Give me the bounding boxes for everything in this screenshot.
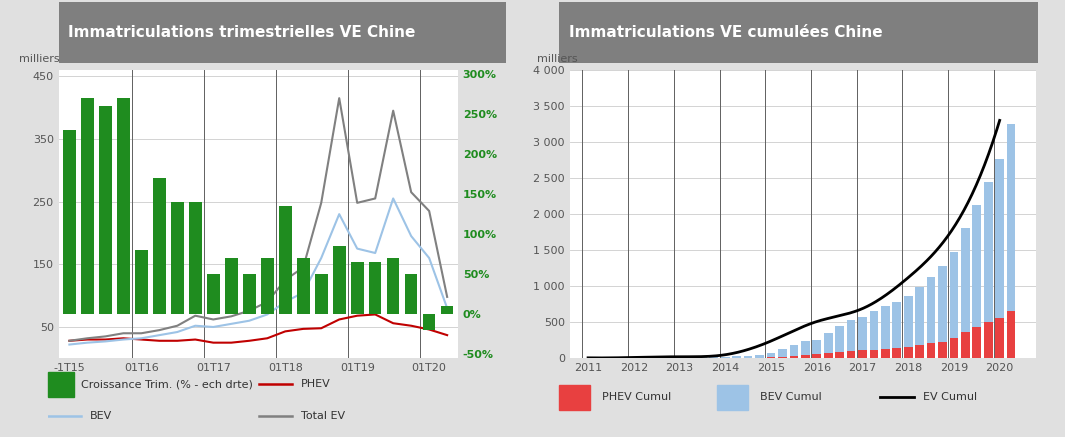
Bar bbox=[135, 250, 148, 314]
Bar bbox=[972, 205, 981, 327]
Bar bbox=[767, 353, 775, 357]
Bar bbox=[938, 266, 947, 342]
Bar bbox=[779, 349, 787, 357]
Bar bbox=[779, 357, 787, 358]
Bar bbox=[904, 347, 913, 358]
Text: milliers: milliers bbox=[537, 54, 577, 64]
Text: Croissance Trim. (% - ech drte): Croissance Trim. (% - ech drte) bbox=[81, 379, 252, 389]
Bar bbox=[835, 326, 843, 352]
Bar bbox=[915, 287, 924, 345]
Bar bbox=[984, 323, 993, 358]
Bar bbox=[261, 258, 274, 314]
Bar bbox=[767, 357, 775, 358]
Bar bbox=[315, 274, 328, 314]
Bar bbox=[153, 178, 166, 314]
Bar bbox=[687, 357, 695, 358]
Bar bbox=[858, 350, 867, 358]
Bar bbox=[847, 351, 855, 358]
Bar bbox=[938, 342, 947, 358]
Bar bbox=[207, 274, 219, 314]
Text: PHEV: PHEV bbox=[301, 379, 331, 389]
Bar bbox=[813, 340, 821, 354]
Bar bbox=[950, 338, 958, 358]
Text: BEV Cumul: BEV Cumul bbox=[760, 392, 822, 402]
Bar bbox=[824, 353, 833, 358]
Bar bbox=[48, 371, 73, 397]
Bar bbox=[847, 320, 855, 351]
Bar bbox=[405, 274, 417, 314]
Bar bbox=[961, 333, 970, 358]
Bar bbox=[243, 274, 256, 314]
Bar bbox=[789, 356, 798, 358]
Bar bbox=[423, 314, 436, 330]
Bar bbox=[927, 277, 935, 343]
Bar bbox=[972, 327, 981, 358]
Bar bbox=[1006, 124, 1015, 312]
Bar bbox=[927, 343, 935, 358]
Text: EV Cumul: EV Cumul bbox=[923, 392, 978, 402]
Text: milliers: milliers bbox=[19, 54, 60, 64]
Bar bbox=[984, 182, 993, 323]
Text: Immatriculations VE cumulées Chine: Immatriculations VE cumulées Chine bbox=[569, 25, 882, 40]
Bar bbox=[368, 262, 381, 314]
Bar bbox=[99, 106, 112, 314]
Text: PHEV Cumul: PHEV Cumul bbox=[603, 392, 672, 402]
Bar bbox=[996, 160, 1004, 318]
Bar bbox=[350, 262, 363, 314]
Bar bbox=[869, 350, 879, 358]
Bar bbox=[755, 355, 764, 358]
Bar bbox=[892, 348, 901, 358]
Bar bbox=[813, 354, 821, 358]
Bar bbox=[698, 357, 707, 358]
Bar bbox=[892, 302, 901, 348]
Bar bbox=[915, 345, 924, 358]
Bar bbox=[858, 317, 867, 350]
Text: BEV: BEV bbox=[91, 411, 112, 420]
Bar bbox=[718, 385, 749, 410]
Bar bbox=[81, 98, 94, 314]
Bar bbox=[225, 258, 237, 314]
Bar bbox=[996, 318, 1004, 358]
Bar bbox=[63, 130, 76, 314]
Bar bbox=[1006, 312, 1015, 358]
Bar bbox=[904, 296, 913, 347]
Bar bbox=[559, 385, 590, 410]
Bar bbox=[801, 341, 809, 355]
Bar bbox=[709, 357, 718, 358]
Bar bbox=[189, 202, 201, 314]
Bar bbox=[789, 345, 798, 356]
Bar bbox=[824, 333, 833, 353]
Bar bbox=[881, 306, 889, 349]
Bar bbox=[171, 202, 183, 314]
Bar bbox=[297, 258, 310, 314]
Bar bbox=[333, 246, 345, 314]
Bar bbox=[117, 98, 130, 314]
Bar bbox=[881, 349, 889, 358]
Bar bbox=[835, 352, 843, 358]
Bar bbox=[279, 206, 292, 314]
Bar bbox=[961, 228, 970, 333]
Bar bbox=[721, 357, 730, 358]
Text: Immatriculations trimestrielles VE Chine: Immatriculations trimestrielles VE Chine bbox=[67, 25, 415, 40]
Bar bbox=[743, 356, 753, 358]
Bar bbox=[441, 306, 454, 314]
Bar bbox=[387, 258, 399, 314]
Bar bbox=[869, 312, 879, 350]
Text: Total EV: Total EV bbox=[301, 411, 345, 420]
Bar bbox=[733, 356, 741, 358]
Bar bbox=[950, 252, 958, 338]
Bar bbox=[801, 355, 809, 358]
